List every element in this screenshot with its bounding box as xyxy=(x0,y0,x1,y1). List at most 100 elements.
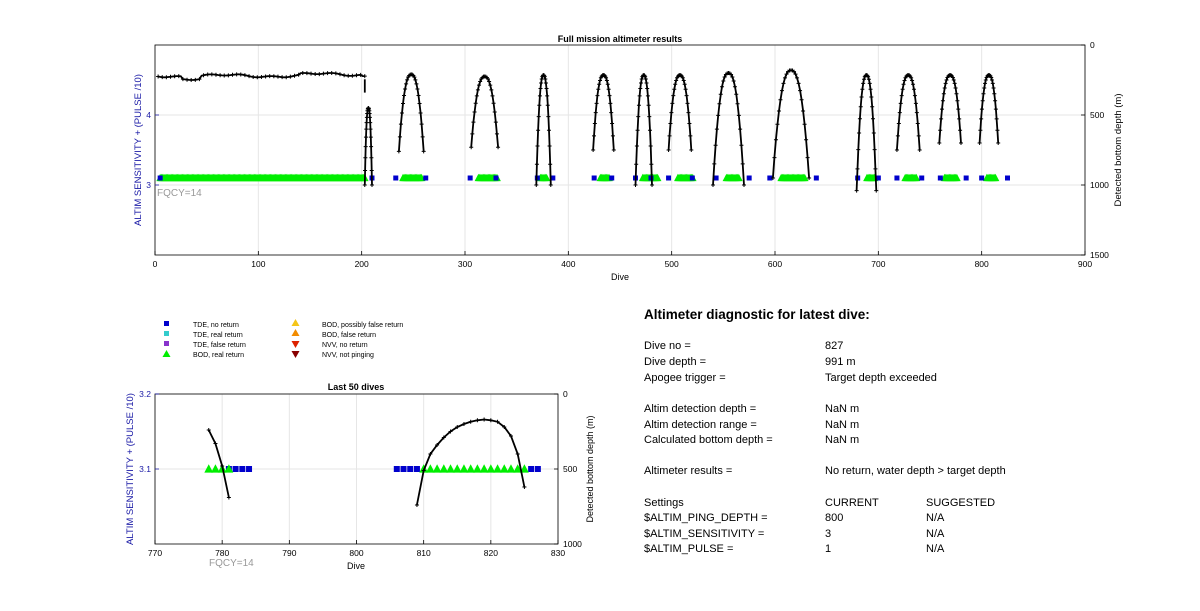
depth-marker xyxy=(288,74,293,79)
legend-marker-triangle-down xyxy=(291,351,300,358)
depth-marker xyxy=(545,93,550,98)
depth-marker xyxy=(798,88,803,93)
depth-marker xyxy=(870,116,875,121)
depth-marker xyxy=(280,75,285,80)
tde-marker xyxy=(157,175,163,181)
depth-marker xyxy=(548,183,553,187)
depth-marker xyxy=(714,127,719,132)
depth-marker xyxy=(300,70,305,75)
depth-marker xyxy=(742,183,746,187)
right-tick-label: 1000 xyxy=(1090,180,1109,190)
depth-marker xyxy=(866,74,871,79)
depth-marker xyxy=(639,77,644,82)
depth-marker xyxy=(606,87,611,92)
depth-marker xyxy=(669,110,674,115)
depth-marker xyxy=(866,77,871,82)
left-tick-label: 3 xyxy=(146,180,151,190)
depth-marker xyxy=(856,147,861,152)
depth-marker xyxy=(448,429,453,434)
depth-marker xyxy=(731,79,736,84)
depth-marker xyxy=(983,77,988,82)
right-tick-label: 0 xyxy=(563,389,568,399)
depth-marker xyxy=(537,93,542,98)
bod-marker xyxy=(653,173,662,182)
dive-no-label: Dive no = xyxy=(644,340,691,352)
depth-marker xyxy=(895,133,900,138)
depth-marker xyxy=(792,69,797,74)
depth-marker xyxy=(775,122,780,127)
depth-marker xyxy=(982,85,987,90)
depth-marker xyxy=(957,116,962,121)
depth-marker xyxy=(413,77,418,82)
depth-marker xyxy=(667,133,672,138)
legend-label: BOD, real return xyxy=(193,352,244,359)
depth-marker xyxy=(687,121,692,126)
legend-item-nvv-no-return: NVV, no return xyxy=(291,341,368,349)
depth-marker xyxy=(900,87,905,92)
depth-marker xyxy=(858,104,863,109)
depth-marker xyxy=(772,155,777,160)
x-tick-label: 790 xyxy=(282,548,296,558)
depth-marker xyxy=(475,87,480,92)
bod-marker xyxy=(912,173,921,182)
depth-marker xyxy=(689,148,694,152)
depth-marker xyxy=(230,72,235,77)
bottom-x-ticks: 770 780 790 800 810 820 830 xyxy=(148,540,565,558)
depth-marker xyxy=(185,77,190,82)
tde-marker xyxy=(550,175,556,181)
tde-marker xyxy=(246,466,253,472)
bottom-fqcy-annotation: FQCY=14 xyxy=(209,558,254,569)
depth-marker xyxy=(403,86,408,91)
x-tick-label: 810 xyxy=(417,548,431,558)
depth-marker xyxy=(255,75,260,80)
depth-marker xyxy=(680,75,685,80)
depth-marker xyxy=(363,144,368,149)
depth-marker xyxy=(367,115,372,120)
depth-marker xyxy=(688,133,693,138)
tde-marker xyxy=(919,175,925,181)
depth-marker xyxy=(398,122,403,127)
depth-marker xyxy=(401,101,405,106)
depth-marker xyxy=(993,98,998,103)
x-tick-label: 500 xyxy=(665,259,679,269)
depth-marker xyxy=(682,82,687,87)
bottom-left-axis-label: ALTIM SENSITIVITY + (PULSE /10) xyxy=(125,393,136,545)
bottom-right-ticks: 0 500 1000 xyxy=(554,389,582,549)
depth-marker xyxy=(222,73,227,78)
depth-marker xyxy=(646,103,651,108)
depth-marker xyxy=(645,93,650,98)
depth-marker xyxy=(802,122,807,127)
tde-marker xyxy=(423,175,429,181)
depth-marker xyxy=(537,103,542,108)
depth-marker xyxy=(546,114,551,119)
tde-marker xyxy=(875,175,881,181)
depth-marker xyxy=(592,121,597,126)
depth-marker xyxy=(605,82,610,87)
bottom-chart-title: Last 50 dives xyxy=(328,382,385,392)
depth-marker xyxy=(539,80,544,85)
depth-marker xyxy=(996,141,1001,145)
depth-marker xyxy=(959,141,963,145)
depth-marker xyxy=(414,503,419,507)
x-tick-label: 830 xyxy=(551,548,565,558)
depth-marker xyxy=(807,176,812,180)
depth-marker xyxy=(461,422,466,426)
depth-marker xyxy=(419,122,424,127)
depth-marker xyxy=(502,425,507,429)
depth-marker xyxy=(226,495,231,500)
depth-marker xyxy=(364,120,369,125)
depth-marker xyxy=(868,87,873,92)
pulse-current: 1 xyxy=(825,543,832,555)
depth-marker xyxy=(770,176,775,180)
depth-marker xyxy=(909,75,914,80)
legend-item-tde-no-return: TDE, no return xyxy=(164,321,239,329)
depth-marker xyxy=(488,83,493,88)
depth-marker xyxy=(686,110,691,115)
altimeter-results-value: No return, water depth > target depth xyxy=(825,465,1006,477)
depth-marker xyxy=(671,93,676,98)
legend-item-bod-real-return: BOD, real return xyxy=(162,350,244,359)
depth-marker xyxy=(313,72,318,77)
depth-marker xyxy=(363,155,368,160)
current-header: CURRENT xyxy=(825,497,879,509)
